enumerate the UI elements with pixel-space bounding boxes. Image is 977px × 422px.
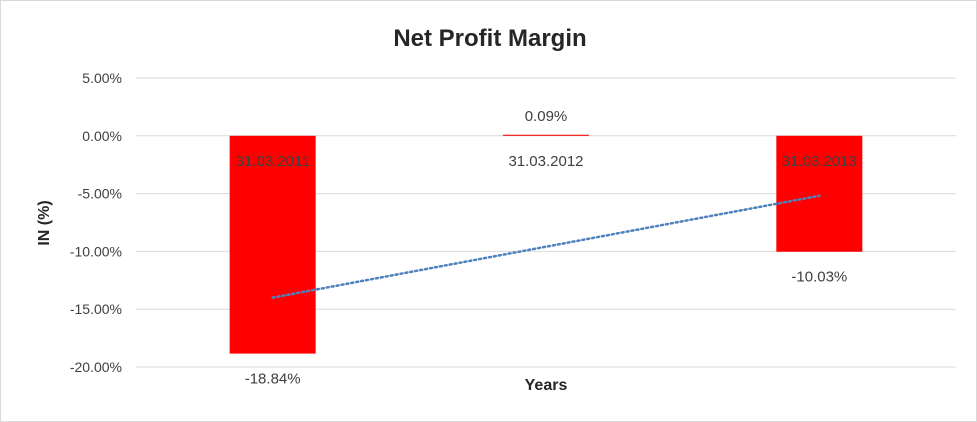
y-tick-label: 0.00% [82, 128, 122, 144]
y-tick-label: -20.00% [70, 359, 122, 375]
bar [229, 135, 316, 354]
y-tick-label: -5.00% [78, 186, 122, 202]
x-category-label: 31.03.2013 [782, 153, 857, 170]
trendline-path [271, 194, 821, 299]
trendline [271, 194, 821, 299]
chart-title: Net Profit Margin [393, 25, 586, 52]
bars [229, 134, 863, 354]
y-axis-label: IN (%) [36, 200, 53, 245]
y-tick-label: -15.00% [70, 301, 122, 317]
y-tick-label: 5.00% [82, 70, 122, 86]
x-axis-label: Years [525, 377, 568, 394]
x-category-label: 31.03.2012 [508, 153, 583, 170]
bar [776, 135, 863, 252]
y-tick-label: -10.00% [70, 243, 122, 259]
x-category-label: 31.03.2011 [236, 153, 310, 170]
bar [503, 134, 589, 136]
data-label: 0.09% [525, 108, 568, 125]
labels: 5.00% 0.00% -5.00% -10.00% -15.00% -20.00% 31.… [70, 70, 857, 388]
data-label: -10.03% [791, 269, 847, 286]
data-label: -18.84% [245, 371, 301, 388]
